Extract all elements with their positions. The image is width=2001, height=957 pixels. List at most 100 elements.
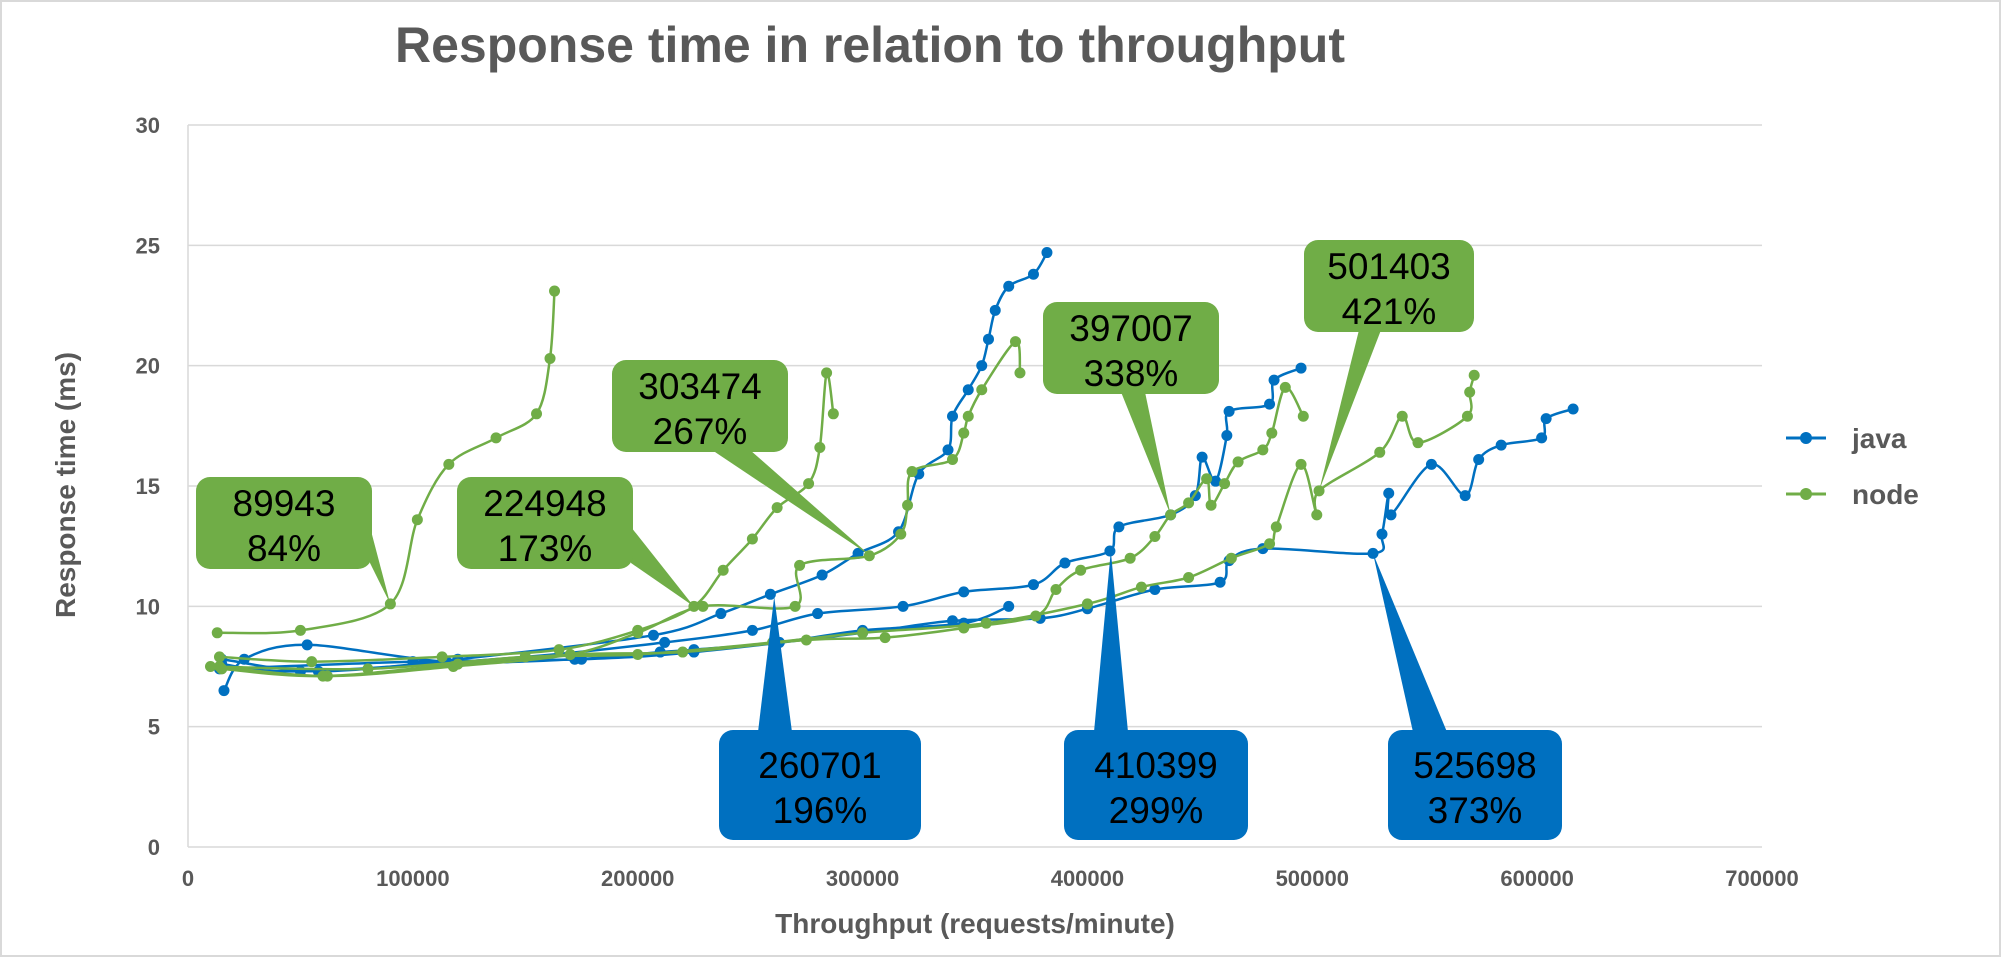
gridlines xyxy=(187,124,1762,848)
node-data-point-5-20 xyxy=(1461,410,1473,422)
y-axis-label: Response time (ms) xyxy=(50,352,81,618)
tick-labels: 0 5 10 15 20 25 30 0 100000 200000 300000 400000 500… xyxy=(136,113,1799,891)
java-data-point-3-19 xyxy=(1264,398,1276,410)
callout-box-224948 xyxy=(457,477,633,569)
node-data-point-1-9 xyxy=(549,285,561,297)
node-data-point-2-10 xyxy=(803,478,815,490)
y-tick-label-2: 10 xyxy=(136,594,160,619)
callout-pointer-260701 xyxy=(758,596,792,732)
callout-value-410399: 410399 xyxy=(1094,745,1217,786)
node-data-point-4-23 xyxy=(1297,410,1309,422)
node-data-point-5-19 xyxy=(1412,437,1424,449)
node-data-point-5-15 xyxy=(1311,509,1323,521)
callout-value-260701: 260701 xyxy=(758,745,881,786)
node-data-point-3-17 xyxy=(1009,336,1021,348)
java-data-point-3-4 xyxy=(659,636,671,648)
callout-box-501403 xyxy=(1304,240,1474,332)
callout-pointer-525698 xyxy=(1372,553,1447,732)
callout-percent-224948: 173% xyxy=(498,528,593,569)
java-data-point-4-21 xyxy=(1536,432,1548,444)
node-data-point-2-7 xyxy=(717,564,729,576)
node-data-point-4-10 xyxy=(1050,583,1062,595)
y-tick-label-3: 15 xyxy=(136,474,160,499)
java-data-point-2-16 xyxy=(989,304,1001,316)
node-data-point-4-7 xyxy=(879,632,891,644)
node-data-point-2-8 xyxy=(746,533,758,545)
node-data-point-5-6 xyxy=(857,627,869,639)
callout-box-89943 xyxy=(196,477,372,569)
java-data-point-2-12 xyxy=(947,410,959,422)
node-data-point-2-1 xyxy=(213,651,225,663)
x-tick-label-5: 500000 xyxy=(1276,866,1349,891)
node-data-point-2-9 xyxy=(771,502,783,514)
node-data-point-5-2 xyxy=(362,663,374,675)
node-data-point-5-22 xyxy=(1468,369,1480,381)
java-data-point-4-14 xyxy=(1376,528,1388,540)
node-data-point-4-11 xyxy=(1075,564,1087,576)
node-data-point-3-5 xyxy=(632,627,644,639)
node-data-point-2-4 xyxy=(553,644,565,656)
chart-title: Response time in relation to throughput xyxy=(395,17,1345,73)
java-data-point-3-15 xyxy=(1196,451,1208,463)
callout-percent-525698: 373% xyxy=(1428,790,1523,831)
callout-value-303474: 303474 xyxy=(638,366,761,407)
java-data-point-4-23 xyxy=(1567,403,1579,415)
x-tick-label-1: 100000 xyxy=(376,866,449,891)
node-data-point-1-7 xyxy=(531,408,543,420)
node-data-point-3-13 xyxy=(947,454,959,466)
node-data-point-5-13 xyxy=(1270,521,1282,533)
node-data-point-5-4 xyxy=(632,648,644,660)
callout-box-260701 xyxy=(719,730,921,840)
java-data-point-3-10 xyxy=(1059,557,1071,569)
node-data-point-5-7 xyxy=(980,617,992,629)
java-data-point-2-19 xyxy=(1041,247,1053,259)
node-data-point-2-2 xyxy=(306,656,318,668)
callout-value-89943: 89943 xyxy=(233,483,336,524)
node-data-point-1-2 xyxy=(294,624,306,636)
java-data-point-3-7 xyxy=(897,600,909,612)
node-data-point-1-1 xyxy=(211,627,223,639)
y-tick-label-6: 30 xyxy=(136,113,160,138)
node-data-point-2-11 xyxy=(814,441,826,453)
callout-pointer-224948 xyxy=(631,527,694,607)
java-data-point-4-20 xyxy=(1495,439,1507,451)
node-data-point-5-21 xyxy=(1464,386,1476,398)
java-data-point-2-6 xyxy=(764,588,776,600)
node-data-point-3-12 xyxy=(906,466,918,478)
node-data-point-4-20 xyxy=(1257,444,1269,456)
callout-percent-397007: 338% xyxy=(1084,353,1179,394)
callout-box-525698 xyxy=(1388,730,1562,840)
x-tick-label-6: 600000 xyxy=(1500,866,1573,891)
node-data-point-1-8 xyxy=(544,352,556,364)
legend-marker-node xyxy=(1800,488,1812,500)
callout-percent-89943: 84% xyxy=(247,528,321,569)
node-data-point-5-10 xyxy=(1183,571,1195,583)
node-data-point-5-8 xyxy=(1081,598,1093,610)
node-data-point-5-1 xyxy=(204,661,216,672)
java-data-point-2-13 xyxy=(962,384,974,396)
node-series-line-1 xyxy=(217,291,556,635)
node-data-point-3-7 xyxy=(789,600,801,612)
x-tick-label-4: 400000 xyxy=(1051,866,1124,891)
callout-value-501403: 501403 xyxy=(1327,246,1450,287)
node-data-point-5-3 xyxy=(519,651,531,663)
java-data-point-3-6 xyxy=(812,608,824,620)
node-data-point-3-8 xyxy=(794,559,806,571)
callout-pointer-303474 xyxy=(712,450,871,556)
java-data-point-3-16 xyxy=(1210,475,1222,487)
java-data-point-3-18 xyxy=(1223,405,1235,417)
legend-marker-java xyxy=(1800,432,1812,444)
callout-pointer-410399 xyxy=(1094,550,1128,732)
legend-label-java: java xyxy=(1851,423,1907,454)
callout-box-303474 xyxy=(612,360,788,452)
node-data-point-4-3 xyxy=(452,658,464,670)
node-data-point-4-21 xyxy=(1266,427,1278,439)
node-data-point-4-15 xyxy=(1183,497,1195,509)
